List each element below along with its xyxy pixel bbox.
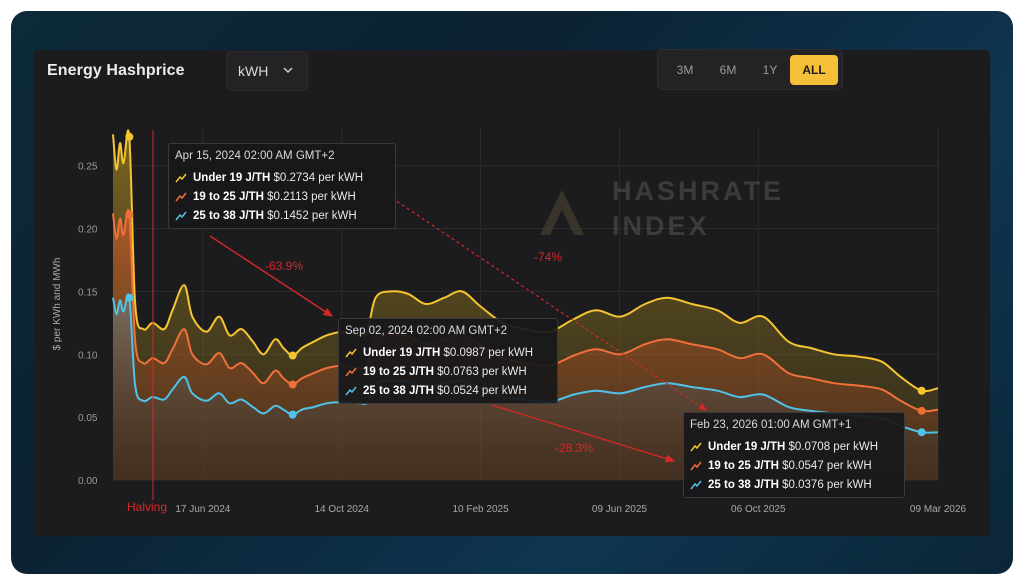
y-tick-label: 0.00 [78,476,98,487]
tooltip-row: 25 to 38 J/TH $0.1452 per kWH [175,207,389,226]
x-tick-label: 09 Mar 2026 [910,504,967,515]
x-tick-label: 14 Oct 2024 [314,504,369,515]
series-line-icon [345,367,357,377]
drop-label-2: -74% [534,250,562,264]
y-axis-label: $ per KWh and MWh [52,258,63,351]
y-tick-label: 0.20 [78,225,98,236]
drop-arrow-1 [209,235,334,317]
series-value: $0.0376 per kWH [782,479,872,491]
range-3m-button[interactable]: 3M [676,63,694,77]
series-value: $0.2734 per kWH [273,172,364,184]
tooltip-apr-2024: Apr 15, 2024 02:00 AM GMT+2 Under 19 J/T… [168,143,396,229]
tooltip-row: Under 19 J/TH $0.2734 per kWH [175,169,389,188]
series-name: 25 to 38 J/TH [193,210,264,222]
series-name: Under 19 J/TH [363,347,441,359]
unit-select[interactable]: kWH [226,51,308,91]
tooltip-row: 19 to 25 J/TH $0.2113 per kWH [175,188,389,207]
series-marker[interactable] [125,210,134,219]
series-name: Under 19 J/TH [193,172,271,184]
series-name: 25 to 38 J/TH [708,479,779,491]
series-value: $0.0987 per kWH [443,347,534,359]
y-tick-label: 0.05 [78,413,98,424]
tooltip-row: Under 19 J/TH $0.0708 per kWH [690,438,898,457]
series-line-icon [345,348,357,358]
watermark-line-1: HASHRATE [612,176,784,206]
y-tick-label: 0.15 [78,287,98,298]
tooltip-row: 25 to 38 J/TH $0.0376 per kWH [690,476,898,495]
series-value: $0.0708 per kWH [788,441,879,453]
x-tick-label: 10 Feb 2025 [452,504,509,515]
series-marker[interactable] [288,410,297,419]
tooltip-date: Apr 15, 2024 02:00 AM GMT+2 [175,150,335,162]
range-all-button[interactable]: ALL [790,55,838,85]
watermark-line-2: INDEX [612,211,710,241]
series-marker[interactable] [125,293,134,302]
series-marker[interactable] [917,406,926,415]
series-line-icon [175,211,187,221]
series-name: 19 to 25 J/TH [193,191,264,203]
series-line-icon [690,442,702,452]
series-line-icon [175,192,187,202]
x-tick-label: 09 Jun 2025 [592,504,647,515]
page-title: Energy Hashprice [47,62,185,79]
drop-arrow-3 [491,404,676,463]
series-marker[interactable] [288,380,297,389]
series-line-icon [690,461,702,471]
series-name: 19 to 25 J/TH [708,460,779,472]
y-tick-label: 0.10 [78,350,98,361]
series-marker[interactable] [917,386,926,395]
series-name: 25 to 38 J/TH [363,385,434,397]
watermark-logo-icon [540,190,584,235]
series-name: Under 19 J/TH [708,441,786,453]
series-marker[interactable] [288,351,297,360]
x-tick-label: 17 Jun 2024 [175,504,230,515]
halving-label: Halving [127,500,167,514]
tooltip-row: Under 19 J/TH $0.0987 per kWH [345,344,551,363]
tooltip-row: 19 to 25 J/TH $0.0547 per kWH [690,457,898,476]
drop-label-3: -28.3% [555,441,593,455]
series-value: $0.0547 per kWH [782,460,872,472]
series-marker[interactable] [125,132,134,141]
tooltip-date: Feb 23, 2026 01:00 AM GMT+1 [690,419,852,431]
series-value: $0.1452 per kWH [267,210,357,222]
tooltip-date: Sep 02, 2024 02:00 AM GMT+2 [345,325,508,337]
series-line-icon [175,173,187,183]
tooltip-feb-2026: Feb 23, 2026 01:00 AM GMT+1 Under 19 J/T… [683,412,905,498]
chevron-down-icon [283,67,293,74]
time-range-selector: 3M 6M 1Y ALL [657,49,843,90]
series-line-icon [345,386,357,396]
series-value: $0.0524 per kWH [437,385,527,397]
series-value: $0.0763 per kWH [437,366,527,378]
tooltip-row: 25 to 38 J/TH $0.0524 per kWH [345,382,551,401]
range-1y-button[interactable]: 1Y [762,63,778,77]
series-value: $0.2113 per kWH [267,191,356,203]
series-line-icon [690,480,702,490]
x-tick-label: 06 Oct 2025 [731,504,786,515]
y-tick-label: 0.25 [78,162,98,173]
unit-select-value: kWH [238,63,269,79]
tooltip-sep-2024: Sep 02, 2024 02:00 AM GMT+2 Under 19 J/T… [338,318,558,404]
series-name: 19 to 25 J/TH [363,366,434,378]
range-6m-button[interactable]: 6M [719,63,737,77]
series-marker[interactable] [917,428,926,437]
tooltip-row: 19 to 25 J/TH $0.0763 per kWH [345,363,551,382]
drop-label-1: -63.9% [265,259,303,273]
